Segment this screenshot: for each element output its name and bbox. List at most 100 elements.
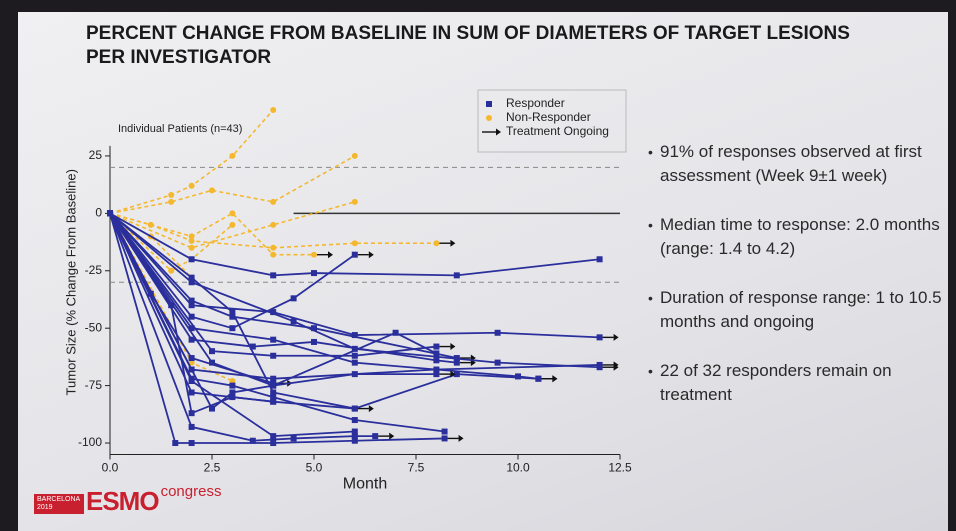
patient-line xyxy=(109,212,539,410)
data-point xyxy=(433,350,440,357)
bullet: 22 of 32 responders remain on treatment xyxy=(648,359,948,407)
data-point xyxy=(188,297,195,304)
data-point xyxy=(351,352,358,359)
data-point xyxy=(270,221,277,228)
data-point xyxy=(188,355,195,362)
data-point xyxy=(311,251,317,258)
legend-arrowhead xyxy=(496,128,501,136)
brand-suffix: congress xyxy=(160,483,222,500)
ongoing-arrowhead xyxy=(458,434,464,442)
y-tick-label: -75 xyxy=(85,378,103,392)
y-tick-label: -50 xyxy=(85,320,103,334)
data-point xyxy=(188,389,195,396)
patient-line xyxy=(109,212,233,272)
data-point xyxy=(351,428,358,435)
patient-line xyxy=(109,212,600,369)
data-point xyxy=(270,389,277,396)
data-point xyxy=(168,198,175,205)
y-tick-label: -100 xyxy=(78,435,102,449)
data-point xyxy=(172,440,179,447)
y-tick-label: -25 xyxy=(85,263,103,277)
data-point xyxy=(351,405,358,412)
patient-line xyxy=(109,212,437,387)
data-point xyxy=(433,240,440,247)
patient-line xyxy=(109,212,457,364)
x-tick-label: 7.5 xyxy=(408,461,425,475)
data-point xyxy=(311,338,317,345)
data-point xyxy=(107,210,113,217)
data-point xyxy=(209,405,215,412)
patient-line xyxy=(109,212,437,410)
legend-label: Responder xyxy=(506,96,565,110)
x-axis-label: Month xyxy=(343,476,387,493)
data-point xyxy=(188,378,195,385)
data-point xyxy=(453,272,460,279)
data-point xyxy=(351,371,358,378)
patient-line xyxy=(109,155,356,215)
legend-marker xyxy=(486,115,492,121)
x-tick-label: 10.0 xyxy=(506,461,530,475)
data-point xyxy=(188,182,195,189)
data-point xyxy=(351,251,358,258)
data-point xyxy=(229,389,236,396)
data-point xyxy=(535,375,542,382)
data-point xyxy=(229,309,236,316)
chart-title: PERCENT CHANGE FROM BASELINE IN SUM OF D… xyxy=(86,23,850,68)
bullet: Duration of response range: 1 to 10.5 mo… xyxy=(648,286,948,334)
data-point xyxy=(229,325,236,332)
y-axis-label: Tumor Size (% Change From Baseline) xyxy=(63,169,78,395)
data-point xyxy=(209,359,215,366)
data-point xyxy=(168,191,175,198)
data-point xyxy=(188,302,195,309)
data-point xyxy=(188,325,195,332)
data-point xyxy=(433,343,440,350)
data-point xyxy=(351,433,358,440)
data-point xyxy=(229,378,236,385)
data-point xyxy=(311,325,317,332)
data-point xyxy=(188,237,195,244)
data-point xyxy=(351,198,358,205)
patient-line xyxy=(109,212,314,256)
data-point xyxy=(270,198,277,205)
data-point xyxy=(453,371,460,378)
data-point xyxy=(188,244,195,251)
legend-label: Treatment Ongoing xyxy=(506,124,609,138)
data-point xyxy=(351,240,358,247)
data-point xyxy=(229,152,236,159)
data-point xyxy=(209,187,215,194)
x-tick-label: 2.5 xyxy=(204,461,221,475)
data-point xyxy=(188,256,195,263)
patient-line xyxy=(109,212,355,438)
data-point xyxy=(209,348,215,355)
data-point xyxy=(168,267,175,274)
ongoing-arrowhead xyxy=(613,363,619,371)
bullet: Median time to response: 2.0 months (ran… xyxy=(648,213,948,261)
data-point xyxy=(270,398,277,405)
patient-line xyxy=(109,201,356,249)
data-point xyxy=(453,359,460,366)
data-point xyxy=(270,352,277,359)
data-point xyxy=(372,433,379,440)
data-point xyxy=(351,437,358,444)
data-point xyxy=(494,329,501,336)
ongoing-arrowhead xyxy=(450,370,456,378)
data-point xyxy=(188,313,195,320)
data-point xyxy=(441,428,448,435)
ongoing-arrowhead xyxy=(328,251,333,259)
legend-marker xyxy=(486,101,492,107)
data-point xyxy=(188,233,195,240)
data-point xyxy=(270,272,277,279)
data-point xyxy=(188,274,195,281)
data-point xyxy=(229,221,236,228)
data-point xyxy=(188,336,195,343)
data-point xyxy=(270,433,277,440)
data-point xyxy=(270,336,277,343)
data-point xyxy=(229,313,236,320)
patient-line xyxy=(109,212,437,249)
data-point xyxy=(596,334,603,341)
brand-city: BARCELONA 2019 xyxy=(34,494,84,514)
y-tick-label: 0 xyxy=(95,206,102,220)
